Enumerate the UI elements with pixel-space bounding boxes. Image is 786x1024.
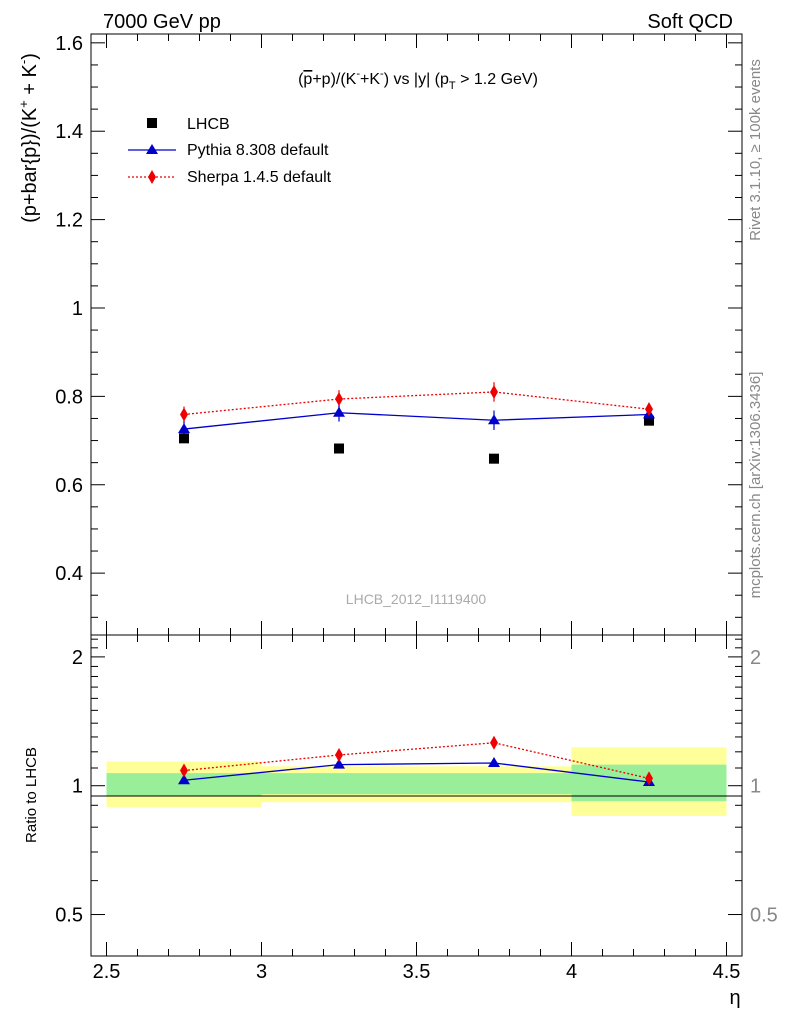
legend-pythia-label: Pythia 8.308 default — [187, 142, 329, 159]
main-y-tick-label: 1.2 — [55, 210, 83, 232]
lhcb-point — [489, 453, 499, 464]
title-sup2: - — [380, 68, 384, 80]
main-y-tick-label: 0.4 — [55, 563, 83, 585]
legend-sherpa-marker — [148, 170, 156, 184]
x-tick-label: 2.5 — [93, 961, 121, 983]
pythia-line — [183, 412, 650, 430]
legend-lhcb-marker — [147, 118, 157, 128]
x-axis-label: η — [729, 987, 740, 1009]
ratio-x-axis: 2.5 3 3.5 4 4.5 — [93, 635, 741, 983]
ratio-pythia-point — [178, 774, 190, 785]
title-part-mid3: ) vs |y| (p — [384, 71, 449, 88]
ratio-y-tick-label-right: 2 — [750, 647, 761, 669]
main-x-ticks — [106, 34, 727, 635]
main-y-tick-label: 0.6 — [55, 475, 83, 497]
ylabel-mid: + K — [19, 63, 41, 100]
main-y-axis-label: (p+bar{p})/(K+ + K-) — [16, 53, 41, 223]
title-part-mid2: +K — [360, 71, 380, 88]
pythia-point — [488, 414, 500, 425]
title-sup1: - — [356, 68, 360, 80]
x-tick-label: 4.5 — [713, 961, 741, 983]
main-panel: 0.40.60.811.21.41.6 (p+p)/(K-+K-) vs |y|… — [16, 33, 743, 636]
ratio-sherpa-line — [183, 742, 650, 780]
rivet-version-label: Rivet 3.1.10, ≥ 100k events — [747, 59, 764, 241]
legend-pythia-marker — [146, 144, 158, 154]
main-series — [178, 382, 655, 464]
main-y-axis: 0.4 0.6 0.8 1 1.2 1.4 1.6 — [55, 33, 742, 618]
ylabel-sup1: + — [16, 100, 31, 108]
source-label: mcplots.cern.ch [arXiv:1306.3436] — [747, 372, 764, 599]
ratio-pythia-line — [183, 762, 650, 783]
ratio-y-tick-label: 2 — [72, 647, 83, 669]
main-y-tick-label: 0.8 — [55, 386, 83, 408]
header-process-label: Soft QCD — [647, 11, 733, 33]
analysis-watermark: LHCB_2012_I1119400 — [346, 591, 487, 607]
ratio-band-green — [106, 773, 262, 797]
title-pbar: p — [303, 71, 312, 88]
ratio-sherpa-point — [180, 763, 188, 778]
ratio-panel: 0.5 0.5 1 1 2 2 2.5 3 3.5 4 4.5 Ratio to LHCB η — [23, 634, 778, 1009]
lhcb-point — [179, 433, 189, 444]
main-plot-title: (p+p)/(K-+K-) vs |y| (pT > 1.2 GeV) — [298, 68, 538, 92]
ratio-y-tick-label: 0.5 — [55, 905, 83, 927]
ylabel-end: ) — [19, 53, 41, 60]
ratio-band-green — [261, 773, 572, 795]
ratio-y-tick-label-right: 0.5 — [750, 905, 778, 927]
lhcb-point — [644, 415, 654, 426]
title-sub: T — [449, 80, 456, 92]
sherpa-point — [490, 384, 498, 399]
pythia-point — [178, 423, 190, 434]
main-y-tick-label: 1.4 — [55, 121, 83, 143]
legend-sherpa-label: Sherpa 1.4.5 default — [187, 169, 332, 186]
ratio-y-tick-label-right: 1 — [750, 776, 761, 798]
sherpa-line — [183, 391, 650, 416]
legend: LHCB Pythia 8.308 default Sherpa 1.4.5 d… — [128, 116, 332, 186]
ratio-y-axis: 0.5 0.5 1 1 2 2 — [55, 638, 778, 957]
main-y-tick-label: 1 — [72, 298, 83, 320]
ylabel-main: (p+bar{p})/(K — [19, 107, 41, 223]
pythia-point — [333, 406, 345, 417]
x-tick-label: 3.5 — [403, 961, 431, 983]
ratio-y-axis-label: Ratio to LHCB — [23, 747, 40, 843]
ratio-sherpa-point — [335, 747, 343, 762]
ratio-uncertainty-bands — [106, 747, 727, 816]
sherpa-point — [335, 392, 343, 407]
sherpa-point — [645, 402, 653, 417]
ratio-y-tick-label: 1 — [72, 776, 83, 798]
main-y-tick-label: 1.6 — [55, 33, 83, 55]
lhcb-point — [334, 443, 344, 454]
title-part-mid1: +p)/(K — [312, 71, 356, 88]
ratio-sherpa-point — [490, 735, 498, 750]
ylabel-sup2: - — [16, 60, 31, 64]
x-tick-label: 4 — [566, 961, 577, 983]
ratio-sherpa-point — [645, 771, 653, 786]
ratio-series — [178, 735, 655, 787]
x-tick-label: 3 — [256, 961, 267, 983]
ratio-pythia-point — [333, 758, 345, 769]
header-energy-label: 7000 GeV pp — [103, 11, 221, 33]
title-part-pre: ( — [298, 71, 304, 88]
ratio-pythia-point — [488, 756, 500, 767]
legend-lhcb-label: LHCB — [187, 116, 230, 133]
sherpa-point — [180, 407, 188, 422]
title-part-post: > 1.2 GeV) — [456, 71, 538, 88]
